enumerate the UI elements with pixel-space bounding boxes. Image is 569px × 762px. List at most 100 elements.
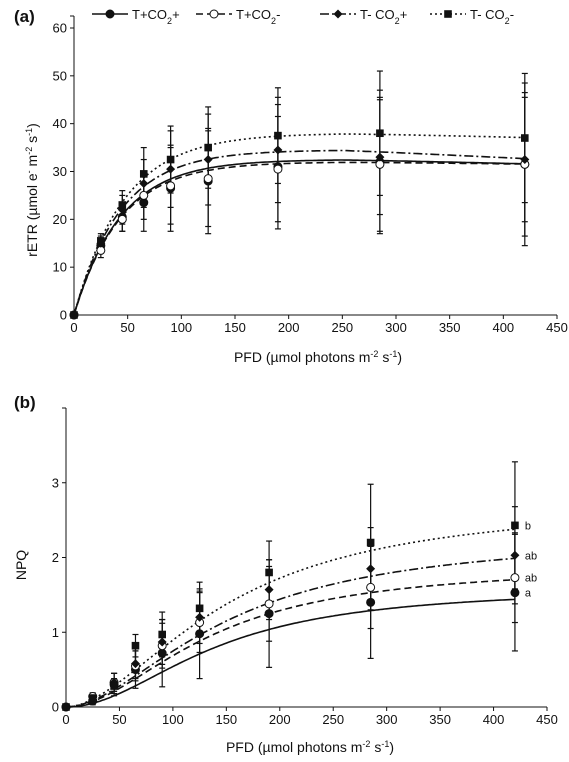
legend-item-3-marker [444,10,452,18]
panel-b-y-tick-label: 3 [52,475,59,490]
panel-a-y-tick-label: 30 [53,164,67,179]
panel-a-series-2-fit-line [73,149,525,316]
panel-a-series-1-point [139,190,149,200]
panel-b-series-2-point [195,612,205,622]
panel-a-series-3-point [139,170,148,178]
panel-b-series-2-point [510,550,520,560]
panel-b-label: (b) [14,393,36,412]
panel-b-x-tick-label: 0 [62,712,69,727]
panel-a-series-3-point [118,201,127,209]
panel-a-series-3-point [376,129,384,138]
chart-marks: 0 50 100 150 200 250 300 350 400 4500102030405060… [52,7,568,727]
panel-b-series-2-point [264,585,274,595]
panel-a-series-0-fit-line [73,159,525,316]
panel-a-x-tick-label: 100 [170,320,192,335]
legend-item-2-label: T- CO2+ [360,7,407,26]
panel-a-series-3-fit-line [73,133,525,316]
panel-a-series-1-point [166,181,176,191]
panel-b-series-0-point [366,597,376,607]
panel-b-series-0-fit-line [66,598,515,708]
panel-a-x-tick-label: 50 [120,320,134,335]
panel-a-x-tick-label: 400 [492,320,514,335]
panel-a-y-tick-label: 60 [53,21,67,36]
panel-b-series-1-point [510,573,520,583]
panel-a-series-2-point [273,145,283,155]
legend-item-1-label: T+CO2- [236,7,280,26]
panel-b-series-2-fit-line [65,557,515,708]
panel-a-y-tick-label: 50 [53,68,67,83]
panel-b-x-tick-label: 450 [536,712,558,727]
panel-b-series-1-point [264,599,274,609]
panel-a-x-tick-label: 0 [70,320,77,335]
panel-b-series-2-point [366,564,376,574]
panel-b-series-3-point [195,604,204,613]
panel-b-series-3-point [265,568,273,577]
panel-a-series-3-point [166,155,175,164]
panel-b-series-1-fit-line [66,578,515,708]
panel-a-series-2-point [203,155,213,165]
panel-b-x-tick-label: 350 [429,712,451,727]
panel-b-series-0-point [510,588,520,598]
panel-a-series-3-point [97,237,105,245]
panel-a-series-2-point [139,178,149,188]
panel-b-series-2-significance-label: ab [525,550,537,562]
panel-a-series-3-point [204,143,212,152]
panel-a-x-tick-label: 350 [439,320,461,335]
panel-b-series-3-point [366,538,375,547]
panel-b-series-2-point [130,659,140,669]
panel-a-x-tick-label: 150 [224,320,246,335]
panel-b-series-0-point [157,648,167,658]
panel-b-series-3-point [511,521,519,530]
legend-item-0-marker [105,9,115,19]
panel-b-x-tick-label: 400 [483,712,505,727]
panel-b-series-2-point [157,637,167,647]
panel-a-series-1-point [203,174,213,184]
panel-b-series-0-significance-label: a [525,588,532,600]
panel-b-series-3-significance-label: b [525,520,531,532]
legend-item-3-label: T- CO2- [470,7,514,26]
panel-a-series-2-point [166,164,176,174]
panel-a-series-1-point [117,214,127,224]
panel-a-series-2-point [375,152,385,162]
panel-b-y-axis-label: NPQ [13,550,29,580]
panel-a-y-tick-label: 0 [60,308,67,323]
panel-a-y-tick-label: 20 [53,212,67,227]
panel-a-y-axis-label: rETR (µmol e- m-2 s-1) [24,123,40,257]
panel-b-series-3-fit-line [65,528,515,708]
panel-b-series-3-point [131,641,140,650]
panel-b-x-tick-label: 200 [269,712,291,727]
panel-b-series-1-point [366,582,376,592]
panel-a-label: (a) [14,7,35,26]
panel-b-x-tick-label: 250 [322,712,344,727]
panel-a-series-3-point [274,131,282,140]
panel-a-x-tick-label: 200 [278,320,300,335]
panel-b-x-axis-label: PFD (µmol photons m-2 s-1) [226,739,394,755]
panel-b-x-tick-label: 300 [376,712,398,727]
panel-b-series-0-point [264,609,274,619]
panel-a-x-tick-label: 450 [546,320,568,335]
panel-a-x-axis-label: PFD (µmol photons m-2 s-1) [234,349,402,365]
panel-a-y-tick-label: 40 [53,116,67,131]
panel-a-series-3-point [521,134,529,142]
legend-item-0-label: T+CO2+ [132,7,180,26]
panel-a-series-3-point [70,311,78,319]
panel-b-series-3-point [158,630,166,639]
panel-a-x-tick-label: 300 [385,320,407,335]
panel-a-series-1-point [273,164,283,174]
panel-a-series-1-fit-line [73,161,525,316]
panel-b-series-1-significance-label: ab [525,573,537,585]
panel-b-series-0-point [195,629,205,639]
panel-a-x-tick-label: 250 [331,320,353,335]
panel-b-y-tick-label: 2 [52,550,59,565]
panel-b-x-tick-label: 100 [162,712,184,727]
panel-b-series-3-point [62,703,70,711]
panel-a-y-tick-label: 10 [53,260,67,275]
panel-b-y-tick-label: 1 [52,625,59,640]
legend-item-1-marker [209,9,219,19]
panel-b-x-tick-label: 50 [112,712,126,727]
legend-item-2-marker [333,9,343,19]
panel-b-x-tick-label: 150 [215,712,237,727]
panel-b-y-tick-label: 0 [52,700,59,715]
panel-a-series-2-point [520,155,530,165]
